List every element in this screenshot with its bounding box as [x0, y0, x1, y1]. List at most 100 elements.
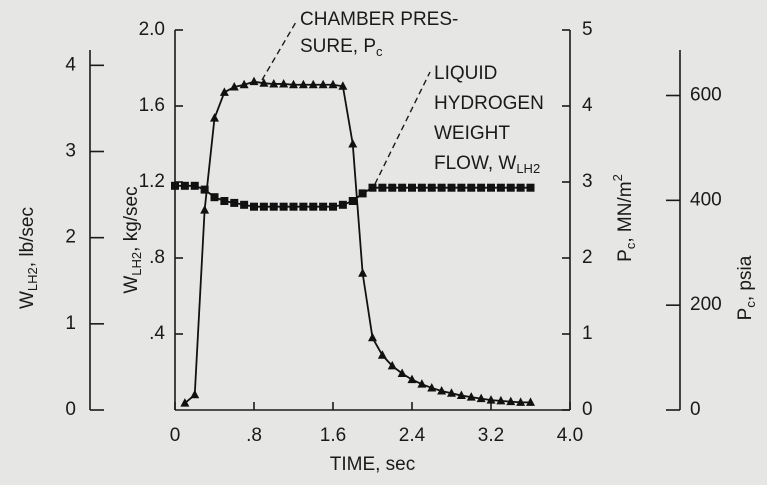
label-sub: c: [743, 301, 758, 308]
marker: [496, 183, 505, 192]
marker: [466, 392, 476, 401]
marker: [239, 79, 249, 89]
marker: [506, 183, 515, 192]
marker: [219, 87, 229, 96]
marker: [516, 183, 525, 192]
marker: [249, 76, 259, 86]
marker: [398, 183, 407, 192]
label-main: W: [121, 276, 142, 294]
label-main: P: [735, 308, 756, 321]
marker: [230, 198, 239, 207]
marker: [210, 193, 219, 202]
marker: [240, 200, 249, 209]
y-tick-label: 2: [582, 247, 593, 268]
marker: [319, 202, 328, 211]
y-tick-label: 4: [582, 95, 593, 116]
y-tick-label: .4: [149, 323, 165, 344]
marker: [200, 185, 209, 194]
marker: [279, 202, 288, 211]
annotation: CHAMBER PRES-: [300, 9, 458, 30]
marker: [220, 197, 229, 205]
marker: [457, 183, 466, 192]
marker: [407, 374, 417, 384]
y-tick-label: 0: [690, 399, 701, 420]
y-tick-label: 0: [582, 399, 593, 420]
marker: [309, 202, 318, 211]
y-tick-label: 3: [582, 171, 593, 192]
axis-label: WLH2, kg/sec: [121, 186, 144, 293]
marker: [388, 183, 397, 192]
annotation-text: WEIGHT: [434, 123, 510, 144]
label-unit: , psia: [735, 255, 756, 301]
marker: [190, 181, 199, 190]
annotation: WEIGHT: [434, 123, 510, 144]
annotation-text: HYDROGEN: [434, 93, 544, 114]
marker: [190, 389, 200, 399]
annotation-text: CHAMBER PRES-: [300, 9, 458, 30]
marker: [467, 183, 476, 192]
label-sub: LH2: [25, 267, 40, 291]
marker: [358, 268, 368, 277]
label-main: P: [615, 249, 636, 262]
label-sub: LH2: [129, 252, 144, 276]
marker: [476, 393, 486, 403]
marker: [378, 183, 387, 192]
marker: [487, 183, 495, 192]
marker: [417, 183, 426, 192]
marker: [506, 396, 516, 406]
axis-label: Pc, psia: [735, 255, 758, 320]
marker: [329, 202, 337, 211]
label-unit: , kg/sec: [121, 186, 142, 251]
x-tick-label: 1.6: [320, 425, 346, 446]
marker: [368, 332, 377, 342]
marker: [259, 202, 268, 211]
marker: [328, 79, 338, 89]
annotation-text: FLOW, W: [434, 153, 516, 174]
annotation: HYDROGEN: [434, 93, 544, 114]
marker: [289, 202, 298, 211]
marker: [348, 139, 358, 148]
label-main: W: [17, 291, 38, 309]
marker: [298, 79, 308, 89]
marker: [229, 82, 239, 91]
label-sub: c: [623, 242, 638, 249]
marker: [417, 379, 427, 388]
y-tick-label: 3: [65, 141, 76, 162]
y-tick-label: 5: [582, 19, 593, 40]
marker: [269, 202, 278, 211]
marker: [526, 183, 535, 192]
y-tick-label: 2: [65, 227, 76, 248]
marker: [180, 398, 190, 407]
y-tick-label: 1: [65, 313, 76, 334]
marker: [338, 81, 348, 90]
y-tick-label: 1: [582, 323, 593, 344]
marker: [289, 79, 298, 89]
x-tick-label: 4.0: [557, 425, 583, 446]
label-unit: , MN/m: [615, 181, 636, 242]
marker: [437, 386, 447, 395]
marker: [171, 181, 179, 190]
axis-label: WLH2, lb/sec: [17, 207, 40, 309]
marker: [200, 205, 210, 214]
y-tick-label: 1.2: [139, 171, 165, 192]
annotation-text: SURE, P: [300, 36, 376, 57]
annotation: LIQUID: [434, 63, 497, 84]
x-tick-label: 3.2: [478, 425, 504, 446]
marker: [318, 79, 328, 89]
y-tick-label: 600: [690, 85, 722, 106]
marker: [279, 78, 289, 88]
marker: [377, 350, 387, 359]
y-tick-label: 400: [690, 189, 722, 210]
marker: [269, 78, 279, 88]
annotation: SURE, Pc: [300, 36, 383, 59]
x-tick-label: 2.4: [399, 425, 426, 446]
x-tick-label: 0: [170, 425, 181, 446]
y-tick-label: 1.6: [139, 95, 165, 116]
y-tick-label: 4: [65, 54, 76, 75]
marker: [397, 368, 407, 378]
annotation-sub: LH2: [516, 161, 540, 176]
marker: [526, 397, 535, 406]
marker: [496, 395, 506, 405]
marker: [338, 200, 347, 209]
